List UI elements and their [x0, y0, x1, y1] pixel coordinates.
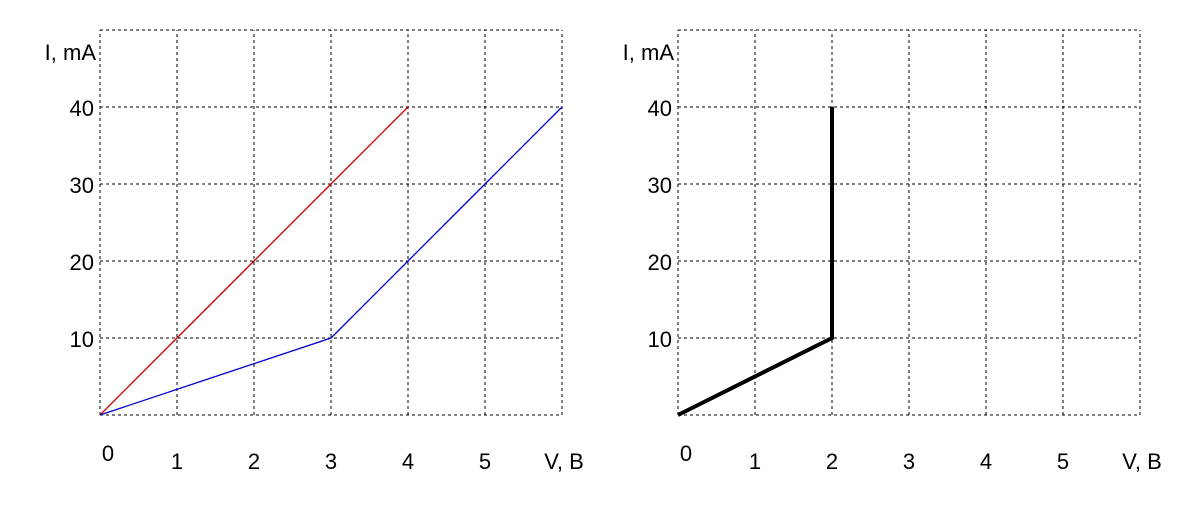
y-tick-label: 10: [648, 327, 672, 352]
y-tick-label: 30: [648, 173, 672, 198]
x-tick-label: 3: [903, 449, 915, 474]
x-tick-label: 2: [826, 449, 838, 474]
y-tick-label: 30: [70, 173, 94, 198]
y-tick-label: 40: [648, 96, 672, 121]
series-line-2: [99, 106, 563, 416]
y-tick-label: 20: [70, 250, 94, 275]
x-tick-label: 5: [479, 449, 491, 474]
x-tick-label: 0: [102, 441, 114, 466]
x-tick-label: 0: [680, 441, 692, 466]
x-tick-label: 2: [248, 449, 260, 474]
series-line-1: [99, 106, 409, 416]
x-tick-label: 5: [1057, 449, 1069, 474]
y-axis-label: I, mA: [45, 40, 97, 65]
chart-1: 0 1 2 3 4 5 10 20 30 40 I, mA V, B: [45, 29, 584, 474]
y-tick-label: 10: [70, 327, 94, 352]
x-tick-label: 4: [980, 449, 992, 474]
y-axis-label: I, mA: [623, 40, 675, 65]
x-tick-label: 3: [325, 449, 337, 474]
x-tick-label: 4: [402, 449, 414, 474]
y-tick-label: 20: [648, 250, 672, 275]
series-line-1: [677, 107, 834, 417]
x-axis-label: V, B: [1122, 449, 1162, 474]
y-tick-label: 40: [70, 96, 94, 121]
x-tick-label: 1: [749, 449, 761, 474]
x-tick-label: 1: [171, 449, 183, 474]
x-axis-label: V, B: [544, 449, 584, 474]
chart-2: 0 1 2 3 4 5 10 20 30 40 I, mA V, B: [623, 29, 1162, 474]
